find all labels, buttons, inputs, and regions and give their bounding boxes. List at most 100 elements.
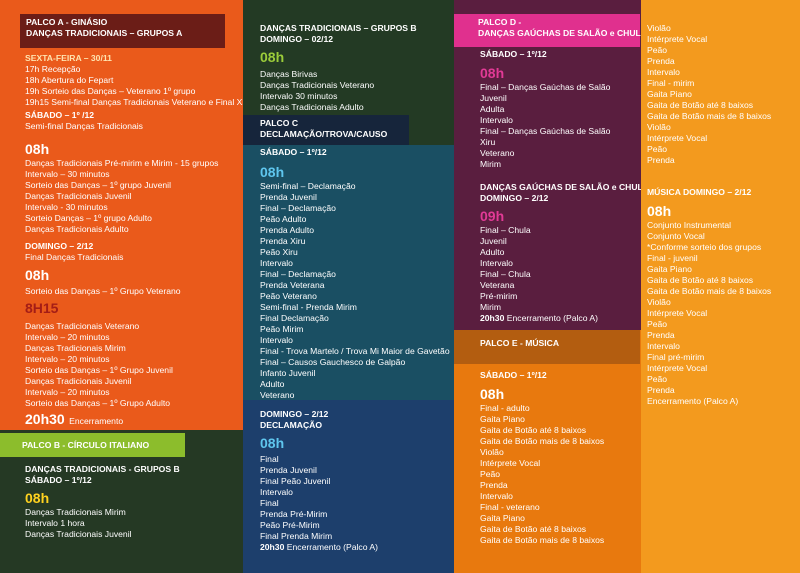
- schedule-line: Gaita Piano: [647, 264, 692, 274]
- schedule-line: Intervalo: [260, 487, 293, 497]
- schedule-line: Veterana: [480, 280, 515, 290]
- schedule-line: Sorteio Danças – 1º grupo Adulto: [25, 213, 152, 223]
- schedule-line: Final - Trova Martelo / Trova Mi Maior d…: [260, 346, 450, 356]
- palco-d-panel: PALCO D - DANÇAS GAÚCHAS DE SALÃO e CHUL…: [454, 0, 641, 330]
- sunday-subtitle: Final Danças Tradicionais: [25, 252, 124, 262]
- schedule-line: Prenda: [480, 480, 508, 490]
- sunday-end-time: 20h30: [25, 411, 65, 427]
- palco-e-sat-heading: SÁBADO – 1º/12: [480, 370, 547, 380]
- schedule-line: Prenda: [647, 56, 675, 66]
- schedule-line: Semi-final – Declamação: [260, 181, 356, 191]
- schedule-line: Final - mirim: [647, 78, 695, 88]
- saturday-heading: SÁBADO – 1º /12: [25, 110, 95, 120]
- saturday-section: SÁBADO – 1º /12 Semi-final Danças Tradic…: [25, 110, 218, 235]
- schedule-line: Final Prenda Mirim: [260, 531, 333, 541]
- sunday-end-label: Encerramento: [69, 416, 124, 426]
- palco-b-banner: PALCO B - CÍRCULO ITALIANO: [0, 433, 185, 457]
- musica-sunday-heading: MÚSICA DOMINGO – 2/12: [647, 187, 752, 197]
- schedule-line: Intervalo – 20 minutos: [25, 387, 110, 397]
- schedule-line: Juvenil: [480, 236, 507, 246]
- schedule-line: Gaita de Botão até 8 baixos: [647, 100, 754, 110]
- schedule-line: Peão Mirim: [260, 324, 304, 334]
- palco-a-banner: PALCO A - GINÁSIO DANÇAS TRADICIONAIS – …: [20, 14, 225, 48]
- palco-b-panel: PALCO B - CÍRCULO ITALIANO DANÇAS TRADIC…: [0, 430, 243, 573]
- palco-b-title: PALCO B - CÍRCULO ITALIANO: [22, 440, 150, 450]
- palco-e-panel: PALCO E - MÚSICA SÁBADO – 1º/12 08h Fina…: [454, 330, 641, 573]
- palco-e-saturday: SÁBADO – 1º/12 08h Final - adulto Gaita …: [480, 370, 604, 546]
- schedule-line: Conjunto Instrumental: [647, 220, 732, 230]
- schedule-line: Intervalo: [480, 115, 513, 125]
- schedule-line: 18h Abertura do Fepart: [25, 75, 114, 85]
- schedule-line: Intervalo: [260, 258, 293, 268]
- schedule-line: Intérprete Vocal: [647, 34, 708, 44]
- saturday-time: 08h: [25, 141, 50, 157]
- sunday-closing: 20h30 Encerramento: [25, 411, 181, 429]
- schedule-line: Final Peão Juvenil: [260, 476, 331, 486]
- schedule-line: Danças Tradicionais Juvenil: [25, 529, 132, 539]
- schedule-line: 19h15 Semi-final Danças Tradicionais Vet…: [25, 97, 243, 107]
- schedule-line: Intervalo – 20 minutos: [25, 332, 110, 342]
- declamacao-end-label: Encerramento (Palco A): [286, 542, 378, 552]
- schedule-line: Intervalo – 30 minutos: [25, 169, 110, 179]
- palco-e-banner: PALCO E - MÚSICA: [454, 330, 640, 364]
- schedule-line: Final – Chula: [480, 225, 531, 235]
- schedule-line: Prenda Pré-Mirim: [260, 509, 328, 519]
- schedule-line: Danças Birivas: [260, 69, 318, 79]
- palco-c-sat-time: 08h: [260, 164, 285, 180]
- friday-heading: SEXTA-FEIRA – 30/11: [25, 53, 112, 63]
- schedule-line: Danças Tradicionais Mirim: [25, 507, 126, 517]
- schedule-line: Prenda Juvenil: [260, 465, 317, 475]
- schedule-line: Intervalo: [647, 67, 680, 77]
- schedule-line: Final – Chula: [480, 269, 531, 279]
- declamacao-end-time: 20h30: [260, 542, 285, 552]
- schedule-line: Danças Tradicionais Veterano: [25, 321, 140, 331]
- schedule-line: Peão: [647, 319, 668, 329]
- schedule-line: Intervalo 30 minutos: [260, 91, 338, 101]
- musica-continued: Violão Intérprete Vocal Peão Prenda Inte…: [647, 23, 771, 166]
- schedule-line: Intervalo: [480, 258, 513, 268]
- schedule-line: Veterano: [260, 390, 295, 400]
- palco-d-title: PALCO D -: [478, 17, 522, 27]
- palco-c-sat-heading: SÁBADO – 1º/12: [260, 147, 327, 157]
- palco-d-sun-time: 09h: [480, 208, 505, 224]
- schedule-line: Intérprete Vocal: [647, 363, 708, 373]
- schedule-line: Prenda: [647, 385, 675, 395]
- schedule-line: Intervalo – 20 minutos: [25, 354, 110, 364]
- schedule-line: Prenda Juvenil: [260, 192, 317, 202]
- palco-c-banner: PALCO C DECLAMAÇÃO/TROVA/CAUSO: [243, 115, 409, 145]
- palco-b-heading: DANÇAS TRADICIONAIS - GRUPOS B: [25, 464, 180, 474]
- schedule-line: Violão: [480, 447, 504, 457]
- sunday-section: DOMINGO – 2/12 Final Danças Tradicionais…: [25, 241, 181, 429]
- schedule-line: Danças Tradicionais Veterano: [260, 80, 375, 90]
- schedule-line: Intérprete Vocal: [480, 458, 541, 468]
- schedule-line: Intervalo: [647, 341, 680, 351]
- declamacao-sunday-subheading: DECLAMAÇÃO: [260, 420, 323, 430]
- schedule-line: Gaita Piano: [480, 414, 525, 424]
- schedule-line: Danças Tradicionais Adulto: [260, 102, 364, 112]
- schedule-line: Sorteio das Danças – 1º Grupo Juvenil: [25, 365, 173, 375]
- schedule-line: Final – Declamação: [260, 269, 336, 279]
- schedule-line: Intervalo - 30 minutos: [25, 202, 108, 212]
- schedule-line: Adulto: [260, 379, 285, 389]
- schedule-line: Final Declamação: [260, 313, 329, 323]
- schedule-line: Adulto: [480, 247, 505, 257]
- schedule-line: Peão: [647, 45, 668, 55]
- schedule-line: Gaita de Botão mais de 8 baixos: [647, 111, 772, 121]
- schedule-line: Final - juvenil: [647, 253, 698, 263]
- schedule-line: Sorteio das Danças – 1º Grupo Adulto: [25, 398, 171, 408]
- schedule-line: Prenda: [647, 330, 675, 340]
- schedule-line: Veterano: [480, 148, 515, 158]
- schedule-line: Final – Danças Gaúchas de Salão: [480, 82, 611, 92]
- schedule-line: Final – Causos Gauchesco de Galpão: [260, 357, 406, 367]
- palco-d-sat-heading: SÁBADO – 1º/12: [480, 49, 547, 59]
- palco-d-end-time: 20h30: [480, 313, 505, 323]
- schedule-line: Final – Declamação: [260, 203, 336, 213]
- schedule-line: Gaita de Botão mais de 8 baixos: [647, 286, 772, 296]
- schedule-line: Peão Xiru: [260, 247, 298, 257]
- palco-a-subtitle: DANÇAS TRADICIONAIS – GRUPOS A: [26, 28, 183, 38]
- schedule-line: Final – Danças Gaúchas de Salão: [480, 126, 611, 136]
- schedule-line: Prenda: [647, 155, 675, 165]
- schedule-line: Peão: [480, 469, 501, 479]
- sunday-time-1: 08h: [25, 267, 50, 283]
- schedule-line: Intérprete Vocal: [647, 133, 708, 143]
